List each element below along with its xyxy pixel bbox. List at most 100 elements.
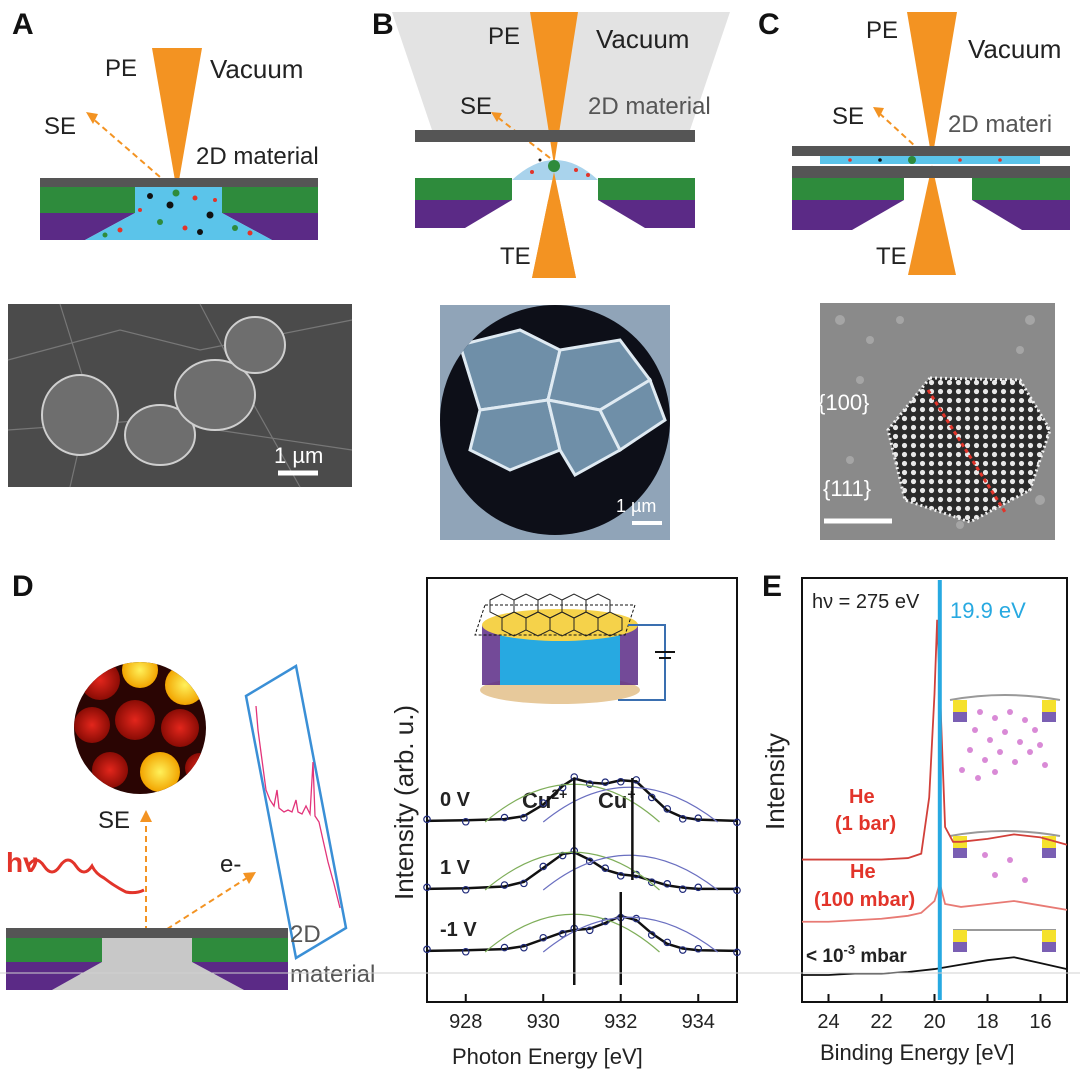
material-label-c: 2D materi (948, 111, 1052, 138)
transmitted-electron-beam-c (908, 165, 956, 275)
xps-data-point (647, 931, 656, 939)
xps-tick-label: 930 (527, 1011, 560, 1033)
xps-fit-line (426, 777, 738, 823)
xps-data-point (461, 885, 470, 894)
xps-series-label: 1 V (440, 857, 471, 879)
ups-tick-label: 22 (870, 1011, 892, 1033)
xps-data-point (678, 946, 687, 954)
ups-tick-label: 18 (976, 1011, 998, 1033)
vacuum-label-c: Vacuum (968, 34, 1061, 64)
xps-data-point (601, 778, 610, 787)
xps-series-label: -1 V (440, 919, 477, 941)
membrane-layer-b (415, 130, 695, 142)
ups-xlabel: Binding Energy [eV] (820, 1040, 1014, 1065)
xps-data-point (558, 929, 567, 938)
xps-data-point (678, 885, 687, 893)
pe-label: PE (105, 55, 137, 82)
xps-tick-label: 934 (682, 1011, 715, 1033)
he1-label-1: He (849, 786, 875, 808)
xps-component-cu1 (542, 786, 718, 823)
purple-substrate-left-d (6, 962, 102, 990)
ups-ticks: 24 22 20 18 16 (817, 994, 1052, 1033)
nanoparticle (548, 160, 560, 172)
ups-tick-label: 24 (817, 1011, 839, 1033)
facet-100-label: {100} (818, 390, 869, 415)
panel-e: E hν = 275 eV Intensity Binding Energy [… (760, 570, 1068, 1065)
xps-data-point (663, 880, 672, 888)
se-arrowhead-d (140, 810, 152, 822)
panel-d-letter: D (12, 570, 34, 603)
xps-data-point (500, 881, 509, 889)
xps-data-point (601, 917, 610, 926)
xps-series-label: 0 V (440, 789, 471, 811)
purple-substrate-right-b (598, 200, 695, 228)
he1-label-2: (1 bar) (835, 813, 896, 835)
xps-data-point (539, 933, 548, 942)
vac-exp: -3 (844, 942, 856, 957)
green-layer-b (415, 178, 512, 200)
xps-data-point (461, 817, 470, 826)
green-layer-b2 (598, 178, 695, 200)
purple-substrate-left-c (792, 200, 904, 230)
xps-ylabel: Intensity (arb. u.) (389, 705, 419, 900)
se-label: SE (44, 113, 76, 140)
vac-label: < 10-3 mbar (806, 942, 907, 967)
se-label-d: SE (98, 807, 130, 834)
vacuum-label: Vacuum (210, 54, 303, 84)
xps-data-point (520, 813, 528, 822)
panel-a: A PE Vacuum SE 2D material (7, 8, 353, 488)
xps-data-point (461, 947, 470, 956)
he2-label-1: He (850, 861, 876, 883)
xps-data-point (423, 883, 431, 892)
xps-data-point (585, 780, 594, 788)
xray-wave (26, 858, 145, 895)
spectrum-inset (244, 664, 348, 960)
xps-data-point (632, 914, 641, 923)
material-label-b: 2D material (588, 93, 711, 120)
xps-fit-line (426, 914, 738, 953)
panel-b-letter: B (372, 8, 394, 41)
hrtem-noise (835, 315, 1045, 529)
xps-data-point (520, 943, 528, 952)
green-frame-left (40, 187, 135, 213)
ups-series-line (802, 619, 1068, 861)
xps-data-point (663, 805, 672, 813)
xps-data-point (694, 944, 703, 953)
facet-111-label: {111} (823, 476, 871, 501)
xps-tick-label: 932 (604, 1011, 637, 1033)
particles-c (848, 156, 1002, 164)
xps-data-point (647, 793, 656, 802)
xps-series: 0 V 1 V -1 V (423, 773, 741, 957)
se-label-c: SE (832, 103, 864, 130)
xps-data-point (500, 943, 509, 952)
xps-data-point (520, 879, 528, 888)
pe-label-c: PE (866, 17, 898, 44)
xps-data-point (539, 799, 548, 807)
ups-series-line (802, 879, 1068, 923)
lattice-direction-line (926, 389, 1007, 513)
xps-reference-lines (573, 778, 634, 985)
membrane-layer-d (6, 928, 288, 938)
ups-series (802, 619, 1068, 976)
panel-c-letter: C (758, 8, 780, 41)
te-label-b: TE (500, 243, 531, 270)
green-frame-right (222, 187, 318, 213)
pe-label-b: PE (488, 23, 520, 50)
membrane-bottom-c (792, 166, 1070, 178)
cell-cartoon-icon (474, 593, 675, 704)
xps-data-point (733, 948, 741, 957)
material-label-d-2: material (290, 961, 375, 988)
xps-data-point (616, 777, 625, 786)
inset-vacuum (953, 929, 1056, 952)
xps-chart: Intensity (arb. u.) Photon Energy [eV] C… (389, 577, 741, 1069)
se-arrowhead-b (491, 112, 502, 122)
se-arrowhead-c (873, 107, 884, 118)
primary-electron-beam-c (907, 12, 957, 160)
xps-data-point (601, 864, 610, 873)
material-label-d-1: 2D (290, 921, 321, 948)
xps-tick-label: 928 (449, 1011, 482, 1033)
vacuum-label-b: Vacuum (596, 24, 689, 54)
xps-data-point (733, 886, 741, 895)
scale-label-a: 1 µm (274, 443, 323, 468)
te-beam-overlay (532, 172, 576, 278)
